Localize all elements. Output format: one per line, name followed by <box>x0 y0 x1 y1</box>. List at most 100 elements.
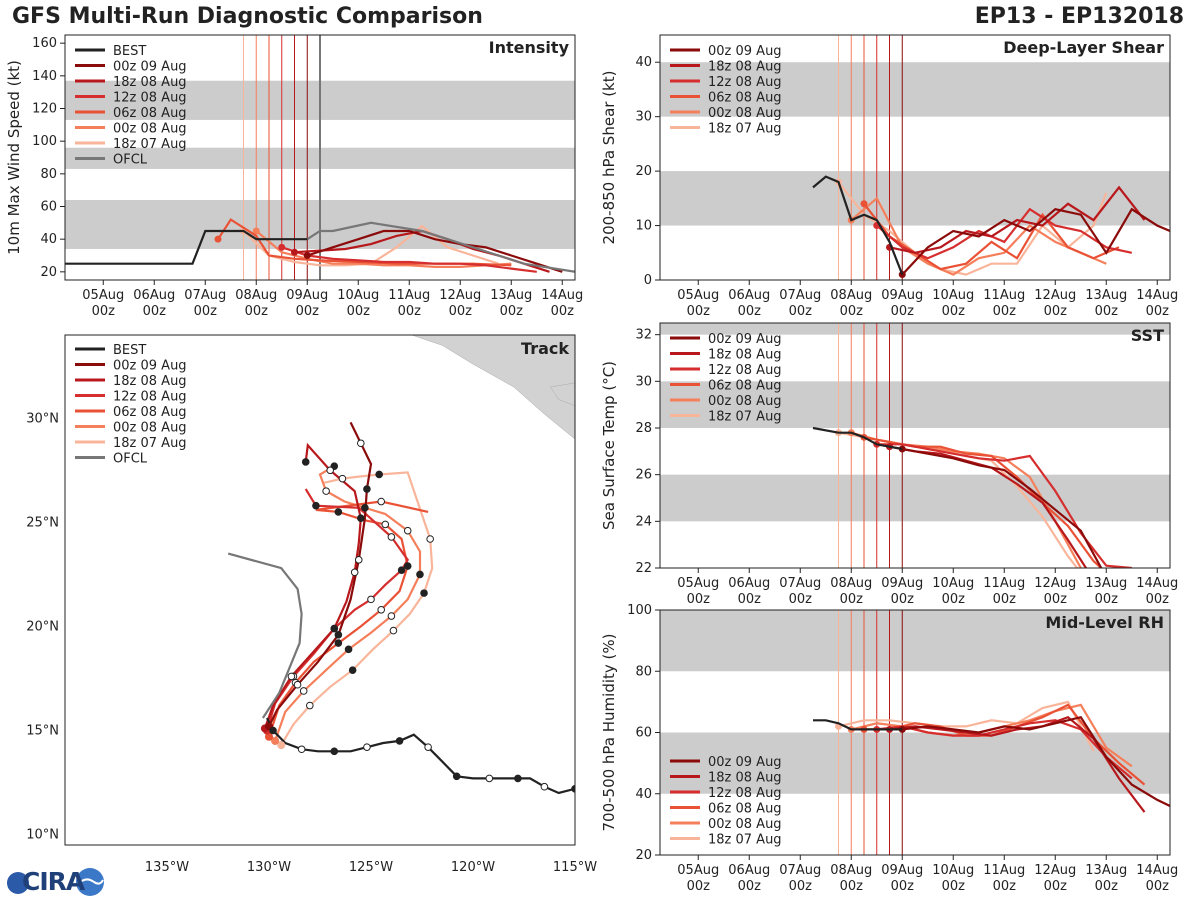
intensity-ytick-label: 100 <box>32 134 57 149</box>
track-series-point <box>322 487 330 495</box>
cira-logo-text: CIRA <box>22 867 85 896</box>
shear-panel: 01020304005Aug00z06Aug00z07Aug00z08Aug00… <box>600 34 1178 319</box>
shear-xtick-hour: 00z <box>942 304 966 319</box>
rh-xtick-hour: 00z <box>1146 879 1170 894</box>
sst-ytick-label: 26 <box>635 468 652 483</box>
sst-legend-label: 00z 09 Aug <box>708 332 782 347</box>
rh-ytick-label: 80 <box>635 664 652 679</box>
sst-xtick-hour: 00z <box>993 592 1017 607</box>
sst-xtick-date: 08Aug <box>830 576 872 591</box>
rh-xtick-date: 13Aug <box>1085 863 1127 878</box>
sst-xtick-hour: 00z <box>1044 592 1068 607</box>
shear-ytick-label: 30 <box>635 110 652 125</box>
rh-ylabel: 700-500 hPa Humidity (%) <box>600 633 618 831</box>
track-series-point <box>334 508 343 516</box>
track-series-point <box>350 568 359 577</box>
sst-legend-label: 12z 08 Aug <box>708 363 782 378</box>
sst-band <box>660 474 1170 522</box>
intensity-xtick-date: 07Aug <box>184 288 226 303</box>
track-best-point <box>395 737 404 745</box>
track-series-point <box>348 666 357 674</box>
shear-xtick-date: 12Aug <box>1034 288 1076 303</box>
rh-xtick-date: 05Aug <box>677 863 719 878</box>
track-series-point <box>377 605 386 614</box>
sst-xtick-date: 07Aug <box>779 576 821 591</box>
track-series-point <box>357 439 365 448</box>
track-ytick-label: 25°N <box>26 515 59 530</box>
track-title: Track <box>521 339 569 358</box>
rh-legend-label: 18z 08 Aug <box>708 771 782 786</box>
track-series-point <box>334 630 343 639</box>
track-series-point <box>387 533 396 541</box>
rh-series-line <box>876 719 1133 780</box>
rh-panel: 2040608010005Aug00z06Aug00z07Aug00z08Aug… <box>600 603 1178 894</box>
sst-ytick-label: 30 <box>635 374 652 389</box>
shear-xtick-hour: 00z <box>789 304 813 319</box>
sst-legend-label: 18z 08 Aug <box>708 348 782 363</box>
rh-xtick-hour: 00z <box>942 879 966 894</box>
shear-xtick-hour: 00z <box>738 304 762 319</box>
track-series-point <box>403 562 412 570</box>
intensity-xtick-hour: 00z <box>296 304 320 319</box>
track-series-point <box>344 645 353 654</box>
intensity-legend-label: 06z 08 Aug <box>113 106 187 121</box>
sst-xtick-date: 10Aug <box>932 576 974 591</box>
sst-legend-label: 18z 07 Aug <box>708 410 782 425</box>
track-series-point <box>357 514 365 522</box>
shear-xtick-hour: 00z <box>1095 304 1119 319</box>
track-series-point <box>381 520 390 529</box>
track-best-point <box>485 774 494 783</box>
rh-xtick-date: 11Aug <box>983 863 1025 878</box>
track-series-point <box>416 570 424 579</box>
sst-xtick-date: 12Aug <box>1034 576 1076 591</box>
shear-ytick-label: 0 <box>644 273 652 288</box>
rh-best-line <box>813 719 903 731</box>
rh-xtick-date: 09Aug <box>881 863 923 878</box>
track-series-start-point <box>271 736 280 745</box>
sst-panel: 22242628303205Aug00z06Aug00z07Aug00z08Au… <box>600 322 1178 607</box>
shear-xtick-hour: 00z <box>1146 304 1170 319</box>
track-best-point <box>571 784 575 793</box>
intensity-legend-label: 00z 08 Aug <box>113 122 187 137</box>
shear-series-start-point <box>860 200 868 208</box>
intensity-xtick-hour: 00z <box>398 304 422 319</box>
intensity-ytick-label: 140 <box>32 69 57 84</box>
track-xtick-label: 125°W <box>349 860 393 875</box>
rh-plot-area <box>660 610 1170 855</box>
shear-title: Deep-Layer Shear <box>1003 38 1164 57</box>
rh-xtick-hour: 00z <box>738 879 762 894</box>
track-xtick-label: 135°W <box>145 860 189 875</box>
track-series-start-point <box>265 732 273 741</box>
sst-xtick-date: 11Aug <box>983 576 1025 591</box>
track-best-point <box>330 747 339 756</box>
shear-ytick-label: 10 <box>635 219 652 234</box>
sst-xtick-date: 09Aug <box>881 576 923 591</box>
rh-ytick-label: 40 <box>635 787 652 802</box>
sst-xtick-hour: 00z <box>891 592 915 607</box>
intensity-series-line <box>281 246 537 273</box>
track-series-point <box>287 672 296 681</box>
shear-plot-area <box>660 35 1170 280</box>
intensity-xtick-hour: 00z <box>449 304 473 319</box>
sst-frame <box>659 322 1171 569</box>
track-legend-label: 12z 08 Aug <box>113 390 187 405</box>
track-xtick-label: 130°W <box>247 860 291 875</box>
track-series-point <box>377 497 386 506</box>
intensity-xtick-date: 14Aug <box>541 288 583 303</box>
shear-series-line <box>889 185 1146 254</box>
intensity-xtick-hour: 00z <box>245 304 269 319</box>
rh-band <box>660 610 1170 672</box>
track-best-point <box>297 745 306 754</box>
shear-xtick-hour: 00z <box>993 304 1017 319</box>
shear-legend-label: 12z 08 Aug <box>708 75 782 90</box>
track-legend-label: 18z 08 Aug <box>113 374 187 389</box>
rh-xtick-date: 10Aug <box>932 863 974 878</box>
intensity-xtick-date: 12Aug <box>439 288 481 303</box>
sst-xtick-hour: 00z <box>687 592 711 607</box>
rh-ytick-label: 100 <box>627 603 652 618</box>
track-legend-label: 00z 09 Aug <box>113 359 187 374</box>
shear-xtick-hour: 00z <box>1044 304 1068 319</box>
rh-band <box>660 732 1170 794</box>
